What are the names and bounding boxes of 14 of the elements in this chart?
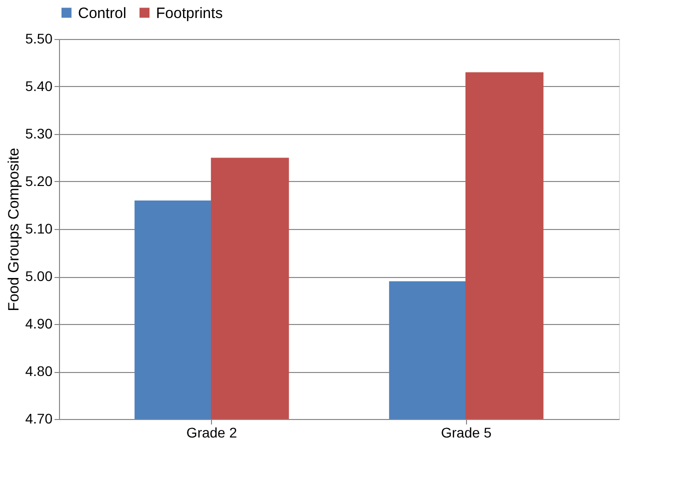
x-tick-label: Grade 2 bbox=[186, 424, 238, 440]
y-tick-label: 5.30 bbox=[25, 126, 53, 142]
y-tick-label: 5.40 bbox=[25, 78, 53, 94]
y-tick-label: 5.10 bbox=[25, 220, 53, 236]
y-tick-label: 4.90 bbox=[25, 316, 53, 332]
y-tick-label: 4.70 bbox=[25, 410, 53, 426]
y-tick-label: 4.80 bbox=[25, 363, 53, 379]
legend-label: Control bbox=[78, 4, 126, 22]
y-tick-label: 5.20 bbox=[25, 173, 53, 189]
x-tick-label: Grade 5 bbox=[440, 424, 492, 440]
y-tick-label: 5.00 bbox=[25, 268, 53, 284]
y-axis-title: Food Groups Composite bbox=[5, 148, 22, 312]
y-tick-label: 5.50 bbox=[25, 30, 53, 46]
legend-label: Footprints bbox=[156, 4, 223, 22]
